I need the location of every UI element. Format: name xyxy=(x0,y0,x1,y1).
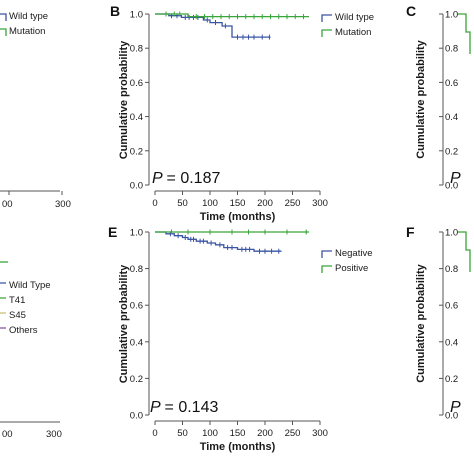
y-tick-label: 0.0 xyxy=(445,411,458,422)
x-tick-label: 00 xyxy=(2,199,13,210)
x-tick-label: 0 xyxy=(152,428,157,439)
y-tick-label: 0.0 xyxy=(130,181,143,192)
y-tick-label: 0.2 xyxy=(445,374,458,385)
legend-swatch xyxy=(0,312,6,314)
panel-f-partial: F Cumulative probability 0.0 0.2 0.4 0.6 0.8 1.… xyxy=(406,224,471,422)
legend-label: Mutation xyxy=(9,26,45,37)
panel-letter: E xyxy=(108,224,117,240)
x-tick-label: 300 xyxy=(46,429,62,440)
legend-label: Others xyxy=(9,325,38,336)
x-tick-label: 100 xyxy=(202,198,218,209)
panel-letter: C xyxy=(406,3,416,19)
y-tick-label: 1.0 xyxy=(130,228,143,239)
x-axis-label: Time (months) xyxy=(200,441,276,453)
legend-swatch xyxy=(0,28,7,36)
x-tick-label: 50 xyxy=(177,198,188,209)
p-italic: P xyxy=(450,170,461,187)
y-tick-label: 0.4 xyxy=(445,112,458,123)
y-tick-label: 0.6 xyxy=(130,301,143,312)
legend-label: Wild type xyxy=(9,11,48,22)
panel-b: B 0.0 0.2 0.4 0.6 0.8 1.0 0 50 100 150 200 250 300 Tim… xyxy=(110,3,374,223)
p-italic: P xyxy=(150,399,165,416)
series-line-2 xyxy=(155,13,309,18)
legend-swatch xyxy=(0,282,6,284)
legend-swatch xyxy=(0,13,7,21)
legend-swatch xyxy=(0,327,6,329)
p-value-label: P = 0.143 xyxy=(150,399,218,416)
panel-letter: F xyxy=(406,224,415,240)
y-tick-label: 1.0 xyxy=(445,10,458,21)
panel-e: E 0.0 0.2 0.4 0.6 0.8 1.0 0 50 100 150 200 250 300 Tim… xyxy=(108,224,373,453)
legend-swatch xyxy=(321,265,332,273)
y-tick-label: 0.6 xyxy=(445,78,458,89)
y-tick-label: 0.8 xyxy=(130,44,143,55)
x-tick-label: 200 xyxy=(257,198,273,209)
p-value: = 0.143 xyxy=(165,399,219,416)
panel-d-partial: 00 300 Wild Type T41 S45 Others xyxy=(0,261,62,440)
y-tick-label: 0.6 xyxy=(130,78,143,89)
legend-swatch xyxy=(321,29,332,37)
legend-swatch xyxy=(321,14,332,22)
panel-c-partial: C Cumulative probability 0.0 0.2 0.4 0.6 0.8 1.… xyxy=(406,3,471,192)
y-tick-label: 0.4 xyxy=(130,112,143,123)
y-tick-label: 0.6 xyxy=(445,301,458,312)
y-axis-label: Cumulative probability xyxy=(415,39,427,158)
x-tick-label: 300 xyxy=(312,198,328,209)
x-tick-label: 150 xyxy=(230,198,246,209)
legend-label: S45 xyxy=(9,310,26,321)
y-axis-label: Cumulative probability xyxy=(118,40,130,159)
x-tick-label: 200 xyxy=(257,428,273,439)
p-value: = 0.187 xyxy=(167,170,221,187)
x-tick-label: 50 xyxy=(177,428,188,439)
p-value-label: P = 0.187 xyxy=(152,170,220,187)
panel-a-partial: 00 300 Wild type Mutation xyxy=(0,11,71,210)
y-axis-label: Cumulative probability xyxy=(118,264,130,383)
y-tick-label: 0.8 xyxy=(130,264,143,275)
y-tick-label: 0.4 xyxy=(130,337,143,348)
p-value-label: P xyxy=(450,170,461,187)
legend-label: T41 xyxy=(9,295,25,306)
x-tick-label: 0 xyxy=(152,198,157,209)
y-tick-label: 1.0 xyxy=(445,228,458,239)
y-axis-label: Cumulative probability xyxy=(415,263,427,382)
y-tick-label: 0.8 xyxy=(445,264,458,275)
x-tick-label: 150 xyxy=(230,428,246,439)
y-tick-label: 0.0 xyxy=(130,411,143,422)
x-tick-label: 300 xyxy=(312,428,328,439)
legend-label: Wild type xyxy=(335,12,374,23)
p-italic: P xyxy=(152,170,167,187)
y-tick-label: 0.4 xyxy=(445,337,458,348)
x-tick-label: 300 xyxy=(55,199,71,210)
y-tick-label: 0.2 xyxy=(130,146,143,157)
legend-swatch xyxy=(321,250,332,258)
x-tick-label: 00 xyxy=(2,429,13,440)
legend-label: Wild Type xyxy=(9,280,51,291)
p-value-label: P xyxy=(450,399,461,416)
panel-letter: B xyxy=(110,3,120,19)
x-axis-label: Time (months) xyxy=(200,211,276,223)
y-tick-label: 1.0 xyxy=(130,10,143,21)
y-tick-label: 0.2 xyxy=(445,146,458,157)
legend-label: Positive xyxy=(335,263,368,274)
x-tick-label: 250 xyxy=(285,428,301,439)
legend-swatch xyxy=(0,297,6,299)
x-tick-label: 250 xyxy=(285,198,301,209)
x-tick-label: 100 xyxy=(202,428,218,439)
series-line-fragment xyxy=(458,13,471,54)
p-italic: P xyxy=(450,399,461,416)
series-line-1 xyxy=(155,231,282,252)
series-line-fragment xyxy=(458,231,471,272)
legend-label: Mutation xyxy=(335,27,371,38)
y-tick-label: 0.8 xyxy=(445,44,458,55)
series-line-1 xyxy=(155,13,271,38)
y-tick-label: 0.2 xyxy=(130,374,143,385)
y-tick-label: 0.0 xyxy=(445,181,458,192)
legend-label: Negative xyxy=(335,248,373,259)
